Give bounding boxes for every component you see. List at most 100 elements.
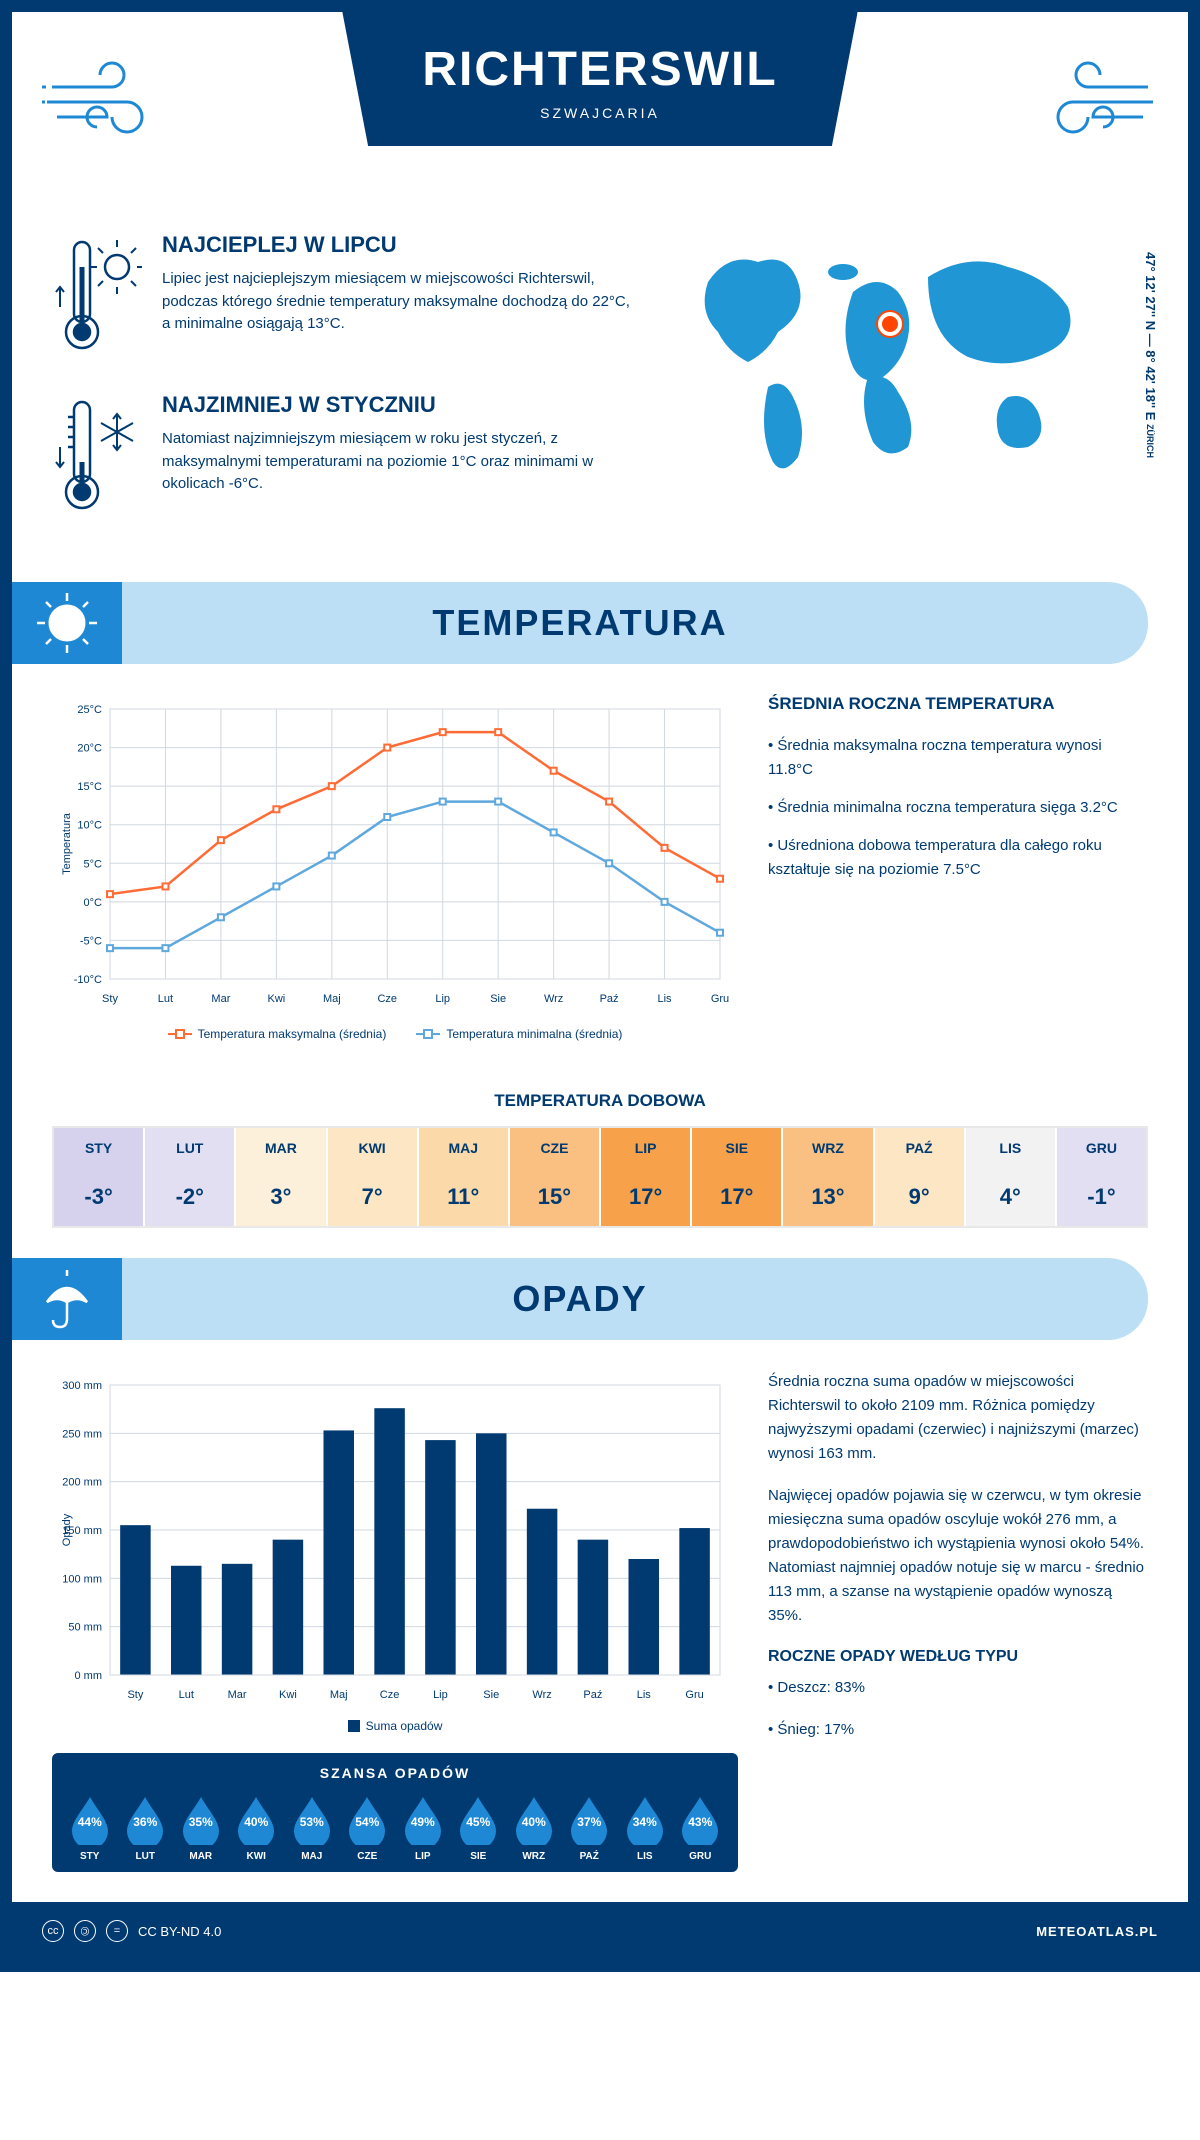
city-name: RICHTERSWIL <box>422 42 777 97</box>
svg-text:Cze: Cze <box>377 993 397 1005</box>
precip-paragraph: Średnia roczna suma opadów w miejscowośc… <box>768 1370 1148 1466</box>
svg-text:5°C: 5°C <box>84 858 103 870</box>
precip-type-title: ROCZNE OPADY WEDŁUG TYPU <box>768 1648 1148 1666</box>
svg-text:Maj: Maj <box>323 993 341 1005</box>
daily-temp-title: TEMPERATURA DOBOWA <box>12 1091 1188 1111</box>
thermometer-hot-icon <box>52 232 142 362</box>
header: RICHTERSWIL SZWAJCARIA <box>12 12 1188 212</box>
svg-text:Wrz: Wrz <box>544 993 563 1005</box>
chance-drop: 37% PAŹ <box>567 1793 611 1862</box>
stat-line: • Średnia maksymalna roczna temperatura … <box>768 734 1148 782</box>
precipitation-text: Średnia roczna suma opadów w miejscowośc… <box>768 1370 1148 1872</box>
svg-text:50 mm: 50 mm <box>68 1622 102 1634</box>
svg-text:Mar: Mar <box>228 1689 247 1701</box>
by-icon: 🄯 <box>74 1920 96 1942</box>
svg-text:Paź: Paź <box>600 993 619 1005</box>
daily-temp-cell: PAŹ9° <box>875 1128 966 1226</box>
coldest-block: NAJZIMNIEJ W STYCZNIU Natomiast najzimni… <box>52 392 638 522</box>
svg-text:20°C: 20°C <box>77 743 102 755</box>
world-map: 47° 12' 27'' N — 8° 42' 18'' E ZÜRICH <box>668 232 1148 552</box>
location-marker <box>878 312 902 336</box>
precip-paragraph: Najwięcej opadów pojawia się w czerwcu, … <box>768 1484 1148 1628</box>
license-text: CC BY-ND 4.0 <box>138 1924 221 1939</box>
precip-type-line: • Śnieg: 17% <box>768 1718 1148 1742</box>
daily-temp-cell: KWI7° <box>328 1128 419 1226</box>
precipitation-header: OPADY <box>12 1258 1148 1340</box>
chance-drop: 49% LIP <box>401 1793 445 1862</box>
precip-type-line: • Deszcz: 83% <box>768 1676 1148 1700</box>
svg-text:Lut: Lut <box>179 1689 194 1701</box>
country-name: SZWAJCARIA <box>422 105 777 121</box>
svg-text:Kwi: Kwi <box>267 993 285 1005</box>
svg-text:Kwi: Kwi <box>279 1689 297 1701</box>
wind-icon <box>42 52 182 152</box>
daily-temp-table: STY-3°LUT-2°MAR3°KWI7°MAJ11°CZE15°LIP17°… <box>52 1126 1148 1228</box>
daily-temp-cell: GRU-1° <box>1057 1128 1146 1226</box>
section-title: OPADY <box>12 1278 1148 1320</box>
svg-text:Mar: Mar <box>211 993 230 1005</box>
daily-temp-cell: SIE17° <box>692 1128 783 1226</box>
footer: cc 🄯 = CC BY-ND 4.0 METEOATLAS.PL <box>12 1902 1188 1960</box>
svg-text:Gru: Gru <box>685 1689 703 1701</box>
svg-text:25°C: 25°C <box>77 704 102 716</box>
temperature-stats: ŚREDNIA ROCZNA TEMPERATURA • Średnia mak… <box>768 694 1148 1041</box>
info-row: NAJCIEPLEJ W LIPCU Lipiec jest najcieple… <box>12 212 1188 582</box>
svg-text:Maj: Maj <box>330 1689 348 1701</box>
daily-temp-cell: STY-3° <box>54 1128 145 1226</box>
chance-drop: 40% WRZ <box>512 1793 556 1862</box>
warmest-title: NAJCIEPLEJ W LIPCU <box>162 232 638 258</box>
daily-temp-cell: MAR3° <box>236 1128 327 1226</box>
svg-text:Opady: Opady <box>61 1513 73 1546</box>
legend-min: Temperatura minimalna (średnia) <box>416 1027 622 1041</box>
precipitation-chance-box: SZANSA OPADÓW 44% STY 36% LUT 35% MAR 40… <box>52 1753 738 1872</box>
chance-drop: 54% CZE <box>345 1793 389 1862</box>
sun-icon <box>32 588 102 658</box>
legend-max: Temperatura maksymalna (średnia) <box>168 1027 387 1041</box>
svg-text:200 mm: 200 mm <box>62 1477 102 1489</box>
site-name: METEOATLAS.PL <box>1036 1924 1158 1939</box>
chance-title: SZANSA OPADÓW <box>62 1765 728 1781</box>
warmest-block: NAJCIEPLEJ W LIPCU Lipiec jest najcieple… <box>52 232 638 362</box>
svg-text:10°C: 10°C <box>77 820 102 832</box>
cc-icon: cc <box>42 1920 64 1942</box>
chance-drop: 36% LUT <box>123 1793 167 1862</box>
stats-title: ŚREDNIA ROCZNA TEMPERATURA <box>768 694 1148 714</box>
svg-text:300 mm: 300 mm <box>62 1380 102 1392</box>
legend-precip: Suma opadów <box>348 1719 443 1733</box>
daily-temp-cell: LIP17° <box>601 1128 692 1226</box>
svg-text:Gru: Gru <box>711 993 729 1005</box>
chance-drop: 45% SIE <box>456 1793 500 1862</box>
svg-text:Sie: Sie <box>483 1689 499 1701</box>
svg-text:-5°C: -5°C <box>80 935 102 947</box>
warmest-body: Lipiec jest najcieplejszym miesiącem w m… <box>162 268 638 336</box>
thermometer-cold-icon <box>52 392 142 522</box>
svg-text:100 mm: 100 mm <box>62 1573 102 1585</box>
umbrella-icon <box>32 1264 102 1334</box>
svg-text:Sie: Sie <box>490 993 506 1005</box>
stat-line: • Uśredniona dobowa temperatura dla całe… <box>768 834 1148 882</box>
nd-icon: = <box>106 1920 128 1942</box>
chance-drop: 44% STY <box>68 1793 112 1862</box>
daily-temp-cell: MAJ11° <box>419 1128 510 1226</box>
svg-text:0°C: 0°C <box>84 897 103 909</box>
svg-text:Lis: Lis <box>637 1689 652 1701</box>
temperature-header: TEMPERATURA <box>12 582 1148 664</box>
daily-temp-cell: CZE15° <box>510 1128 601 1226</box>
svg-text:Paź: Paź <box>583 1689 602 1701</box>
daily-temp-cell: LIS4° <box>966 1128 1057 1226</box>
title-banner: RICHTERSWIL SZWAJCARIA <box>342 12 857 146</box>
chance-drop: 40% KWI <box>234 1793 278 1862</box>
svg-text:-10°C: -10°C <box>74 974 102 986</box>
coordinates: 47° 12' 27'' N — 8° 42' 18'' E ZÜRICH <box>1143 252 1158 458</box>
svg-text:Lip: Lip <box>435 993 450 1005</box>
coldest-title: NAJZIMNIEJ W STYCZNIU <box>162 392 638 418</box>
svg-text:250 mm: 250 mm <box>62 1428 102 1440</box>
svg-text:Lis: Lis <box>658 993 673 1005</box>
svg-text:Lut: Lut <box>158 993 173 1005</box>
svg-text:Sty: Sty <box>127 1689 143 1701</box>
chance-drop: 53% MAJ <box>290 1793 334 1862</box>
svg-text:0 mm: 0 mm <box>75 1670 103 1682</box>
stat-line: • Średnia minimalna roczna temperatura s… <box>768 796 1148 820</box>
chance-drop: 43% GRU <box>678 1793 722 1862</box>
chance-drop: 34% LIS <box>623 1793 667 1862</box>
